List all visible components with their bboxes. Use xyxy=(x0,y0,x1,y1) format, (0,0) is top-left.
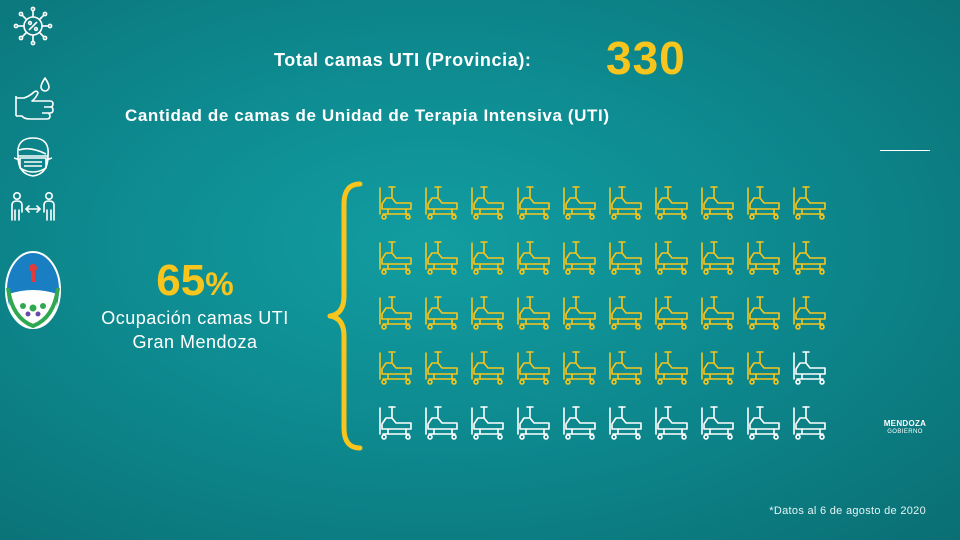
occupied-bed-icon xyxy=(793,241,826,275)
occupied-bed-icon xyxy=(655,296,688,330)
free-bed-icon xyxy=(655,406,688,440)
free-bed-icon xyxy=(701,406,734,440)
occupied-bed-icon xyxy=(655,186,688,220)
occupied-bed-icon xyxy=(425,186,458,220)
occupied-bed-icon xyxy=(563,186,596,220)
virus-icon xyxy=(13,6,53,46)
handwash-icon xyxy=(15,77,54,120)
crest-subtitle: GOBIERNO xyxy=(887,429,923,435)
face-mask-icon xyxy=(13,137,53,177)
free-bed-icon xyxy=(517,406,550,440)
mendoza-crest-icon xyxy=(5,251,61,329)
occupied-bed-icon xyxy=(425,241,458,275)
occupied-bed-icon xyxy=(517,186,550,220)
occupied-bed-icon xyxy=(379,186,412,220)
total-beds-value: 330 xyxy=(606,32,686,84)
occupied-bed-icon xyxy=(747,351,780,385)
occupied-bed-icon xyxy=(563,296,596,330)
occupied-bed-icon xyxy=(655,241,688,275)
crest-name: MENDOZA xyxy=(883,419,927,428)
occupied-bed-icon xyxy=(609,186,642,220)
bed-grid xyxy=(379,186,826,440)
data-date-footnote: *Datos al 6 de agosto de 2020 xyxy=(769,505,926,517)
occupied-bed-icon xyxy=(701,351,734,385)
total-beds-label: Total camas UTI (Provincia): xyxy=(274,50,532,70)
occupied-bed-icon xyxy=(563,241,596,275)
occupancy-label-line1: Ocupación camas UTI xyxy=(101,308,289,328)
free-bed-icon xyxy=(425,406,458,440)
occupied-bed-icon xyxy=(793,186,826,220)
occupied-bed-icon xyxy=(425,351,458,385)
occupied-bed-icon xyxy=(609,296,642,330)
occupied-bed-icon xyxy=(425,296,458,330)
page-subtitle: Cantidad de camas de Unidad de Terapia I… xyxy=(125,106,610,125)
free-bed-icon xyxy=(793,406,826,440)
occupied-bed-icon xyxy=(471,241,504,275)
occupied-bed-icon xyxy=(517,296,550,330)
occupied-bed-icon xyxy=(517,351,550,385)
occupied-bed-icon xyxy=(471,351,504,385)
occupied-bed-icon xyxy=(609,351,642,385)
occupancy-percent-symbol: % xyxy=(205,266,234,302)
free-bed-icon xyxy=(471,406,504,440)
occupied-bed-icon xyxy=(609,241,642,275)
occupancy-percent-value: 65 xyxy=(156,256,206,305)
free-bed-icon xyxy=(793,351,826,385)
occupancy-percent: 65% xyxy=(0,256,390,306)
occupied-bed-icon xyxy=(655,351,688,385)
occupied-bed-icon xyxy=(471,296,504,330)
occupied-bed-icon xyxy=(701,296,734,330)
occupied-bed-icon xyxy=(379,241,412,275)
occupied-bed-icon xyxy=(517,241,550,275)
occupied-bed-icon xyxy=(701,241,734,275)
occupied-bed-icon xyxy=(793,296,826,330)
free-bed-icon xyxy=(379,406,412,440)
occupied-bed-icon xyxy=(747,241,780,275)
free-bed-icon xyxy=(609,406,642,440)
curly-brace-icon xyxy=(327,181,363,451)
occupied-bed-icon xyxy=(747,296,780,330)
occupied-bed-icon xyxy=(701,186,734,220)
social-distance-icon xyxy=(11,191,55,221)
free-bed-icon xyxy=(563,406,596,440)
occupied-bed-icon xyxy=(471,186,504,220)
occupied-bed-icon xyxy=(563,351,596,385)
free-bed-icon xyxy=(747,406,780,440)
occupancy-label: Ocupación camas UTI Gran Mendoza xyxy=(0,306,390,354)
occupied-bed-icon xyxy=(379,351,412,385)
occupancy-label-line2: Gran Mendoza xyxy=(132,332,258,352)
occupied-bed-icon xyxy=(747,186,780,220)
sidebar-divider xyxy=(880,150,930,151)
occupied-bed-icon xyxy=(379,296,412,330)
title-row: Total camas UTI (Provincia): 330 xyxy=(0,30,960,90)
